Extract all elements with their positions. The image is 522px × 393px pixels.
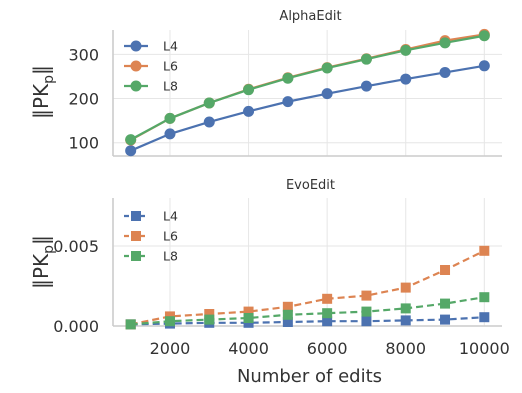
data-point — [125, 319, 136, 330]
data-point — [439, 66, 451, 78]
panel-0: AlphaEdit 100 200 300 ‖PKp‖ L4 L6 L8 — [29, 9, 502, 157]
data-point — [282, 301, 293, 312]
y-tick-label: 0.005 — [53, 237, 99, 256]
legend-marker — [130, 60, 142, 72]
legend-label: L6 — [163, 59, 178, 74]
x-tick-label: 8000 — [385, 339, 426, 358]
data-point — [243, 313, 254, 323]
data-point — [282, 72, 294, 84]
data-point — [164, 316, 175, 327]
legend-label: L8 — [163, 249, 178, 264]
data-point — [440, 298, 451, 309]
y-axis-label: ‖PKp‖ — [29, 65, 57, 119]
legend-marker — [131, 231, 141, 241]
data-point — [321, 88, 333, 100]
data-point — [478, 60, 490, 72]
data-point — [204, 314, 215, 325]
legend-label: L8 — [163, 79, 178, 94]
data-point — [479, 312, 490, 323]
series-line — [130, 316, 485, 326]
series-l4 — [125, 60, 490, 157]
y-tick-label: 200 — [68, 90, 99, 109]
data-point — [479, 292, 490, 303]
data-point — [400, 44, 412, 56]
data-point — [479, 245, 490, 256]
legend-marker — [131, 211, 141, 221]
series-line — [130, 34, 485, 141]
data-point — [440, 265, 451, 275]
y-axis-label: ‖PKp‖ — [29, 235, 57, 289]
legend-item: L6 — [124, 59, 178, 74]
legend: L4 L6 L8 — [124, 39, 178, 94]
panel-title: AlphaEdit — [279, 9, 341, 24]
legend-label: L6 — [163, 229, 178, 244]
data-point — [439, 37, 451, 49]
legend-label: L4 — [163, 209, 178, 224]
legend-item: L4 — [124, 39, 178, 54]
data-point — [125, 145, 137, 157]
y-tick-label: 300 — [68, 45, 99, 64]
data-point — [164, 112, 176, 124]
data-point — [361, 316, 372, 327]
series-l6 — [125, 28, 490, 146]
data-point — [125, 134, 137, 146]
data-point — [321, 62, 333, 74]
series-line — [130, 33, 485, 142]
x-tick-label: 6000 — [307, 339, 348, 358]
data-point — [360, 80, 372, 92]
panel-title: EvoEdit — [286, 178, 335, 193]
data-point — [322, 308, 333, 319]
data-point — [360, 53, 372, 65]
data-point — [282, 317, 293, 327]
data-point — [478, 30, 490, 42]
data-point — [361, 290, 372, 301]
data-point — [440, 314, 451, 325]
data-point — [203, 97, 215, 109]
x-tick-label: 4000 — [228, 339, 269, 358]
series-l6 — [125, 245, 490, 330]
data-point — [322, 316, 333, 327]
data-point — [204, 309, 215, 319]
data-point — [203, 116, 215, 128]
x-tick-label: 2000 — [150, 339, 191, 358]
y-tick-label: 0.000 — [53, 317, 99, 336]
legend-marker — [130, 80, 142, 92]
data-point — [400, 73, 412, 85]
series-l8 — [125, 30, 490, 146]
legend-item: L8 — [124, 79, 178, 94]
data-point — [400, 282, 411, 293]
legend-item: L6 — [124, 229, 178, 244]
x-tick-label: 10000 — [459, 339, 510, 358]
data-point — [243, 306, 254, 317]
data-point — [322, 293, 333, 304]
data-point — [164, 128, 176, 140]
series-l8 — [125, 292, 490, 330]
data-point — [243, 84, 255, 96]
legend: L4 L6 L8 — [124, 209, 178, 264]
data-point — [243, 105, 255, 117]
legend-label: L4 — [163, 39, 178, 54]
legend-marker — [131, 251, 141, 261]
legend-item: L4 — [124, 209, 178, 224]
data-point — [361, 306, 372, 317]
data-point — [400, 303, 411, 314]
legend-item: L8 — [124, 249, 178, 264]
series-line — [130, 296, 485, 326]
panel-1: EvoEdit 0.000 0.005 2000 4000 6000 8000 10000 ‖P… — [29, 178, 510, 387]
y-tick-label: 100 — [68, 134, 99, 153]
series-line — [130, 64, 485, 152]
data-point — [282, 96, 294, 108]
data-point — [400, 315, 411, 326]
x-axis-label: Number of edits — [237, 366, 382, 387]
data-point — [282, 309, 293, 320]
series-line — [130, 249, 485, 326]
legend-marker — [130, 40, 142, 52]
